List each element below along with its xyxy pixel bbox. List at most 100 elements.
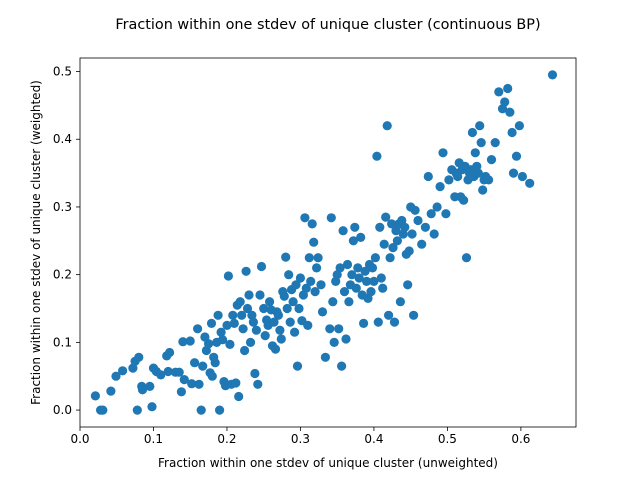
data-point-200 [475,121,485,131]
data-point-113 [326,213,336,223]
data-point-2 [98,405,108,415]
data-point-56 [235,297,245,307]
data-point-34 [204,339,214,349]
data-point-57 [237,310,247,320]
data-point-13 [147,402,157,412]
data-point-94 [292,361,303,371]
data-point-9 [134,352,144,362]
data-point-29 [194,379,204,389]
y-tick-label-4: 0.4 [53,132,72,146]
data-point-168 [407,229,417,239]
data-point-93 [291,280,301,290]
data-point-79 [270,344,281,354]
data-point-119 [335,263,345,273]
data-point-141 [367,263,378,273]
data-point-95 [294,303,304,314]
data-point-120 [337,361,347,371]
data-point-217 [517,171,528,182]
data-point-179 [438,148,448,158]
data-point-23 [178,337,188,347]
data-point-59 [240,345,250,356]
data-point-108 [313,253,323,263]
data-point-96 [295,273,305,283]
data-point-137 [362,276,372,286]
data-point-169 [409,310,419,320]
data-point-214 [508,168,519,178]
data-point-156 [389,317,400,327]
data-point-149 [379,239,389,249]
data-point-25 [185,336,195,346]
data-point-8 [132,405,142,415]
data-point-174 [423,171,433,182]
data-points [90,70,558,415]
data-point-21 [174,367,184,377]
y-tick-label-0: 0.0 [53,403,72,417]
data-point-52 [229,318,239,328]
data-point-88 [284,270,294,280]
data-point-181 [444,175,454,185]
data-point-160 [395,297,405,307]
data-point-189 [459,195,469,205]
data-point-68 [253,379,263,389]
data-point-16 [156,370,166,380]
data-point-63 [245,337,256,347]
data-point-24 [179,375,189,385]
data-point-51 [228,310,238,320]
data-point-118 [334,324,344,334]
data-point-110 [317,307,328,317]
plot-frame [79,57,577,428]
data-point-66 [250,368,260,379]
y-tick-label-2: 0.2 [53,268,72,282]
data-point-219 [547,70,558,80]
y-axis-label: Fraction within one stdev of unique clus… [29,80,43,405]
data-point-131 [353,263,363,273]
chart-title: Fraction within one stdev of unique clus… [115,17,540,33]
data-point-191 [461,253,472,263]
data-point-173 [420,222,430,232]
data-point-216 [514,121,525,131]
data-point-207 [490,138,500,148]
data-point-0 [90,391,100,401]
data-point-115 [329,337,339,347]
data-point-114 [328,297,338,307]
data-point-109 [316,280,326,290]
data-point-175 [426,209,436,219]
data-point-218 [525,178,535,188]
data-point-72 [260,331,270,341]
data-point-215 [511,151,522,161]
data-point-12 [145,381,155,391]
data-point-4 [111,371,121,381]
data-point-18 [163,366,173,377]
data-point-99 [300,213,310,223]
data-point-211 [503,83,513,94]
data-point-124 [342,259,353,270]
data-point-122 [339,287,350,297]
data-point-85 [279,291,289,301]
data-point-47 [222,320,232,330]
data-point-81 [273,310,283,320]
data-point-145 [373,317,383,327]
data-point-37 [207,371,217,381]
data-point-136 [360,266,370,276]
data-point-103 [306,276,316,286]
y-tick-label-5: 0.5 [53,65,72,79]
data-point-78 [269,317,279,327]
data-point-205 [484,175,494,185]
data-point-3 [106,386,116,396]
data-point-206 [486,155,497,165]
data-point-107 [312,263,322,273]
x-tick-label-5: 0.5 [438,432,457,446]
data-point-132 [354,273,364,283]
data-point-197 [470,148,480,158]
data-point-154 [387,219,397,229]
x-tick-label-4: 0.4 [364,432,383,446]
data-point-147 [376,273,386,283]
data-point-105 [309,237,319,247]
y-tick-label-3: 0.3 [53,200,72,214]
data-point-213 [507,127,517,138]
data-point-129 [350,222,360,232]
data-point-166 [404,246,414,256]
data-point-142 [369,276,379,286]
data-point-69 [255,290,265,300]
data-point-53 [231,378,241,388]
